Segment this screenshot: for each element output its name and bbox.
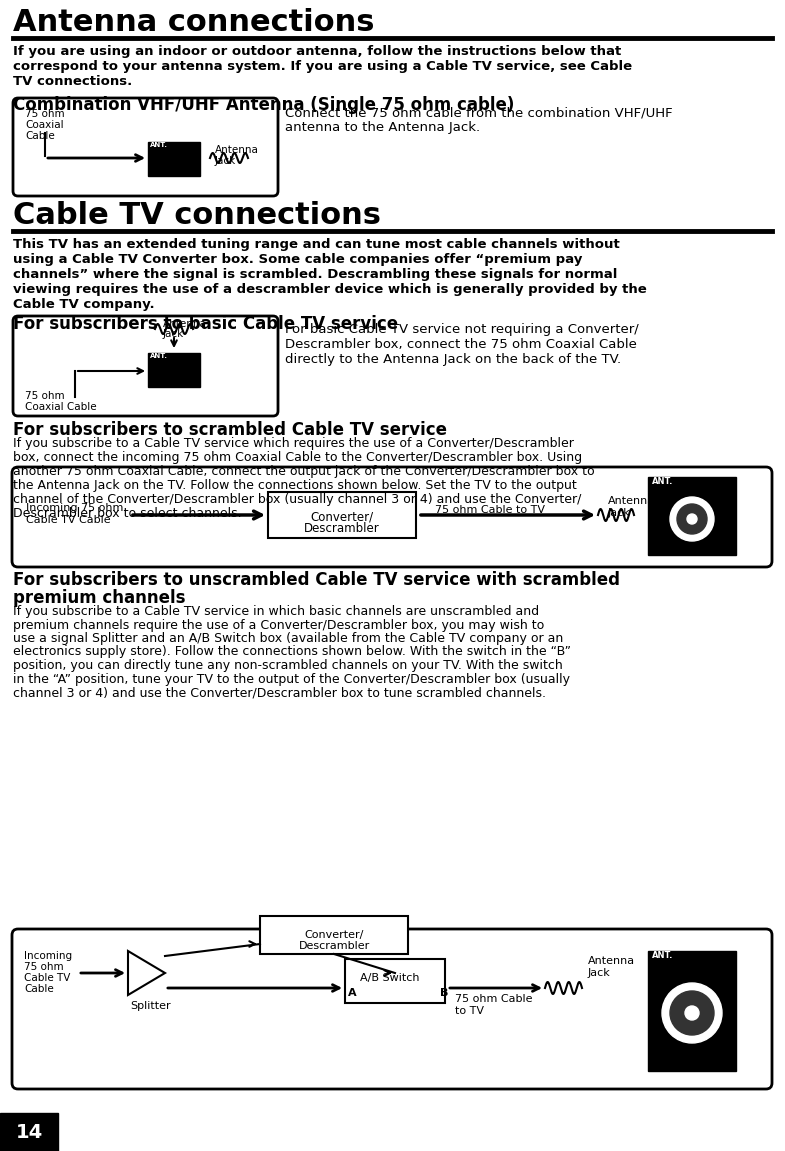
Text: A: A [348, 988, 356, 998]
FancyBboxPatch shape [12, 467, 772, 567]
Text: position, you can directly tune any non-scrambled channels on your TV. With the : position, you can directly tune any non-… [13, 660, 563, 672]
Text: channels” where the signal is scrambled. Descrambling these signals for normal: channels” where the signal is scrambled.… [13, 268, 617, 281]
Text: Cable TV company.: Cable TV company. [13, 298, 155, 311]
Text: Cable TV: Cable TV [24, 973, 71, 983]
Text: Antenna connections: Antenna connections [13, 8, 374, 37]
Text: A/B Switch: A/B Switch [360, 973, 419, 983]
Text: Cable TV Cable: Cable TV Cable [26, 514, 111, 525]
Text: ANT.: ANT. [652, 477, 674, 486]
Text: Cable TV connections: Cable TV connections [13, 201, 381, 230]
Bar [648, 477, 736, 555]
Text: B: B [440, 988, 448, 998]
Text: 14: 14 [16, 1122, 42, 1142]
Text: channel 3 or 4) and use the Converter/Descrambler box to tune scrambled channels: channel 3 or 4) and use the Converter/De… [13, 686, 546, 699]
Bar [0, 1113, 58, 1151]
Text: Incoming: Incoming [24, 951, 72, 961]
Text: For subscribers to unscrambled Cable TV service with scrambled: For subscribers to unscrambled Cable TV … [13, 571, 620, 589]
Bar [345, 959, 445, 1003]
Bar [268, 491, 416, 538]
Text: Coaxial: Coaxial [25, 120, 64, 130]
Text: Descrambler: Descrambler [304, 523, 380, 535]
FancyBboxPatch shape [12, 929, 772, 1089]
Text: Coaxial Cable: Coaxial Cable [25, 402, 97, 412]
Bar [260, 916, 408, 954]
Circle shape [685, 1006, 699, 1020]
Text: If you subscribe to a Cable TV service which requires the use of a Converter/Des: If you subscribe to a Cable TV service w… [13, 437, 574, 450]
Text: another 75 ohm Coaxial Cable, connect the output jack of the Converter/Descrambl: another 75 ohm Coaxial Cable, connect th… [13, 465, 594, 478]
Text: Descrambler: Descrambler [298, 942, 370, 951]
Text: to TV: to TV [455, 1006, 484, 1016]
Text: electronics supply store). Follow the connections shown below. With the switch i: electronics supply store). Follow the co… [13, 646, 571, 658]
Text: in the “A” position, tune your TV to the output of the Converter/Descrambler box: in the “A” position, tune your TV to the… [13, 672, 570, 686]
Text: Converter/: Converter/ [305, 930, 363, 940]
Bar [648, 951, 736, 1070]
Bar [148, 142, 200, 176]
Text: Incoming 75 ohm: Incoming 75 ohm [26, 503, 123, 513]
Circle shape [677, 504, 707, 534]
Bar [148, 353, 200, 387]
Text: If you are using an indoor or outdoor antenna, follow the instructions below tha: If you are using an indoor or outdoor an… [13, 45, 621, 58]
Circle shape [670, 497, 714, 541]
Circle shape [662, 983, 722, 1043]
Text: ANT.: ANT. [652, 951, 674, 960]
Text: the Antenna Jack on the TV. Follow the connections shown below. Set the TV to th: the Antenna Jack on the TV. Follow the c… [13, 479, 577, 491]
Text: Antenna: Antenna [588, 956, 635, 966]
Text: directly to the Antenna Jack on the back of the TV.: directly to the Antenna Jack on the back… [285, 353, 621, 366]
Text: using a Cable TV Converter box. Some cable companies offer “premium pay: using a Cable TV Converter box. Some cab… [13, 253, 582, 266]
Text: viewing requires the use of a descrambler device which is generally provided by : viewing requires the use of a descramble… [13, 283, 647, 296]
Text: box, connect the incoming 75 ohm Coaxial Cable to the Converter/Descrambler box.: box, connect the incoming 75 ohm Coaxial… [13, 451, 582, 464]
Text: antenna to the Antenna Jack.: antenna to the Antenna Jack. [285, 121, 480, 134]
Text: correspond to your antenna system. If you are using a Cable TV service, see Cabl: correspond to your antenna system. If yo… [13, 60, 632, 73]
Text: Cable: Cable [25, 131, 55, 142]
Text: Converter/: Converter/ [310, 510, 374, 523]
Text: premium channels: premium channels [13, 589, 185, 607]
Text: For subscribers to scrambled Cable TV service: For subscribers to scrambled Cable TV se… [13, 421, 447, 439]
Text: premium channels require the use of a Converter/Descrambler box, you may wish to: premium channels require the use of a Co… [13, 618, 544, 632]
Text: For basic Cable TV service not requiring a Converter/: For basic Cable TV service not requiring… [285, 323, 639, 336]
Text: TV connections.: TV connections. [13, 75, 132, 87]
Text: 75 ohm: 75 ohm [25, 109, 64, 119]
Text: Antenna: Antenna [163, 319, 207, 329]
Text: Jack: Jack [215, 157, 236, 166]
Text: Connect the 75 ohm cable from the combination VHF/UHF: Connect the 75 ohm cable from the combin… [285, 106, 673, 119]
Text: This TV has an extended tuning range and can tune most cable channels without: This TV has an extended tuning range and… [13, 238, 619, 251]
Text: ANT.: ANT. [150, 353, 168, 359]
Text: If you subscribe to a Cable TV service in which basic channels are unscrambled a: If you subscribe to a Cable TV service i… [13, 605, 539, 618]
Text: use a signal Splitter and an A/B Switch box (available from the Cable TV company: use a signal Splitter and an A/B Switch … [13, 632, 564, 645]
Text: For subscribers to basic Cable TV service: For subscribers to basic Cable TV servic… [13, 315, 398, 333]
Text: ANT.: ANT. [150, 142, 168, 148]
Text: 75 ohm: 75 ohm [24, 962, 64, 971]
Text: channel of the Converter/Descrambler box (usually channel 3 or 4) and use the Co: channel of the Converter/Descrambler box… [13, 493, 582, 506]
Circle shape [687, 514, 697, 524]
Text: Jack: Jack [608, 508, 631, 518]
Text: Jack: Jack [588, 968, 611, 978]
Text: Antenna: Antenna [608, 496, 655, 506]
Text: Antenna: Antenna [215, 145, 259, 155]
Text: Jack: Jack [163, 329, 184, 340]
Text: 75 ohm Cable: 75 ohm Cable [455, 994, 532, 1004]
Text: 75 ohm: 75 ohm [25, 391, 64, 401]
FancyBboxPatch shape [13, 98, 278, 196]
Text: Descrambler box, connect the 75 ohm Coaxial Cable: Descrambler box, connect the 75 ohm Coax… [285, 338, 637, 351]
Text: Splitter: Splitter [130, 1001, 170, 1011]
Circle shape [670, 991, 714, 1035]
Text: Cable: Cable [24, 984, 53, 994]
FancyBboxPatch shape [13, 317, 278, 416]
Text: Descrambler box to select channels.: Descrambler box to select channels. [13, 506, 242, 520]
Text: Combination VHF/UHF Antenna (Single 75 ohm cable): Combination VHF/UHF Antenna (Single 75 o… [13, 96, 514, 114]
Text: 75 ohm Cable to TV: 75 ohm Cable to TV [435, 505, 545, 514]
